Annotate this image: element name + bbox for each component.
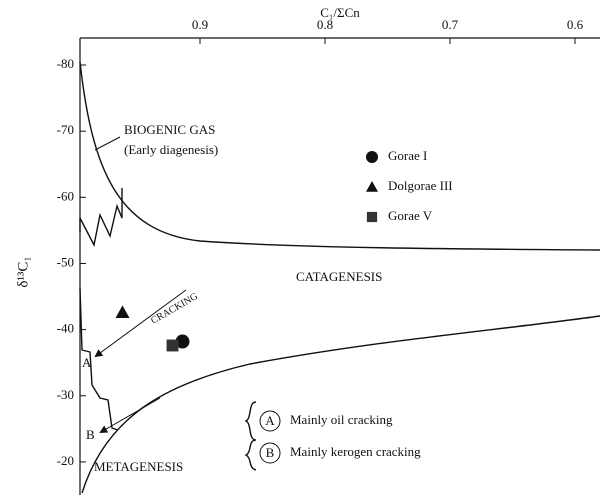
x-tick-label: 0.6 (567, 17, 584, 32)
annotation: BIOGENIC GAS (124, 122, 215, 137)
key-letter: A (265, 413, 275, 428)
brace (244, 401, 257, 471)
legend-marker (366, 181, 378, 192)
key-letter: B (266, 445, 275, 460)
y-tick-label: -20 (57, 453, 74, 468)
arrow (94, 289, 187, 358)
point (166, 339, 179, 352)
annotation: A (82, 355, 92, 370)
y-tick-label: -70 (57, 122, 74, 137)
x-tick-label: 0.9 (192, 17, 208, 32)
key-circle (259, 442, 281, 464)
x-tick-label: 0.7 (442, 17, 459, 32)
y-axis-label: δ¹³C₁ (15, 256, 31, 287)
y-tick-label: -80 (57, 56, 74, 71)
arrow (99, 397, 161, 433)
annotation: (Early diagenesis) (124, 142, 218, 157)
y-tick-label: -30 (57, 387, 74, 402)
annotation: CRACKING (149, 291, 200, 327)
legend-marker (366, 151, 378, 163)
zigzag (79, 188, 123, 248)
x-axis-label: C₁/ΣCn (320, 5, 360, 20)
x-tick-label: 0.8 (317, 17, 333, 32)
annotation: CATAGENESIS (296, 269, 382, 284)
annotation: METAGENESIS (94, 459, 183, 474)
legend-label: Gorae V (388, 208, 433, 223)
upper-boundary (79, 61, 601, 251)
legend-marker (366, 211, 378, 223)
y-tick-label: -40 (57, 321, 74, 336)
key-text: Mainly oil cracking (290, 412, 393, 427)
key-text: Mainly kerogen cracking (290, 444, 421, 459)
y-tick-label: -50 (57, 254, 74, 269)
legend-label: Gorae I (388, 148, 427, 163)
zigzag (79, 287, 119, 431)
pointer (94, 136, 121, 151)
annotation: B (86, 427, 95, 442)
key-circle (259, 410, 281, 432)
point (115, 305, 130, 319)
y-tick-label: -60 (57, 188, 74, 203)
legend-label: Dolgorae III (388, 178, 453, 193)
point (175, 334, 190, 349)
